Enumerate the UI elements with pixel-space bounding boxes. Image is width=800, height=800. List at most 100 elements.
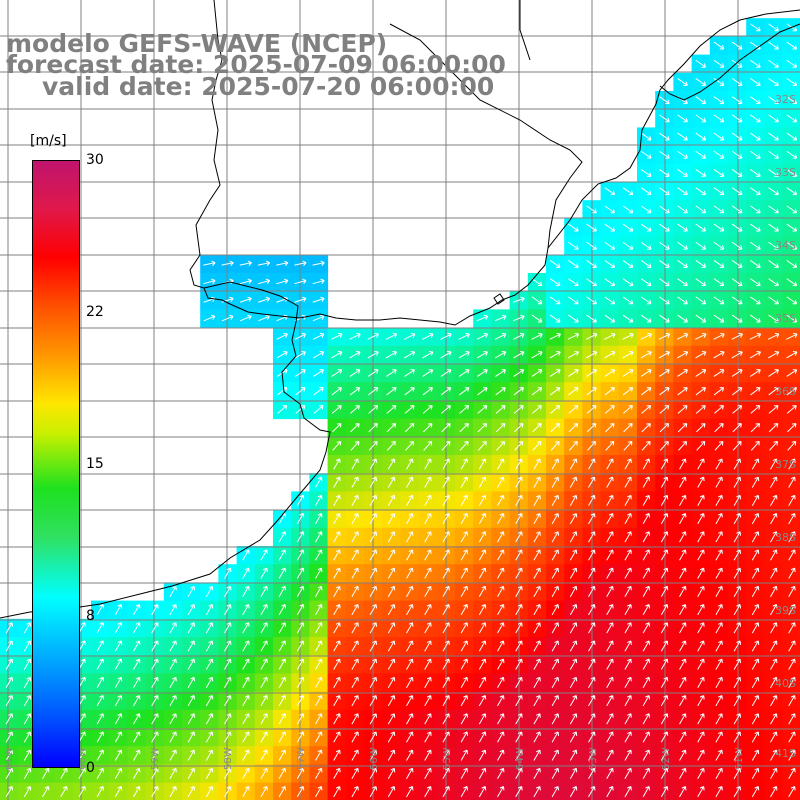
- wind-arrow: [369, 713, 378, 725]
- wind-arrow: [768, 23, 779, 32]
- wind-arrow: [369, 749, 378, 761]
- wind-arrow: [515, 585, 523, 597]
- wind-arrow: [768, 405, 779, 414]
- wind-arrow: [515, 767, 523, 779]
- wind-arrow: [296, 531, 305, 543]
- wind-arrow: [713, 223, 725, 232]
- wind-arrow: [679, 476, 687, 488]
- wind-arrow: [622, 187, 634, 196]
- wind-arrow: [333, 786, 341, 798]
- wind-arrow: [677, 405, 688, 414]
- wind-arrow: [205, 695, 214, 707]
- wind-arrow: [641, 387, 652, 396]
- wind-arrow: [315, 749, 323, 761]
- wind-arrow: [642, 786, 651, 798]
- wind-arrow: [551, 585, 560, 597]
- wind-arrow: [731, 41, 743, 50]
- wind-arrow: [513, 350, 525, 359]
- wind-arrow: [440, 387, 452, 396]
- wind-arrow: [677, 350, 689, 359]
- lat-label: 38S: [775, 531, 796, 544]
- wind-arrow: [296, 749, 305, 761]
- wind-arrow: [242, 658, 250, 670]
- wind-arrow: [151, 767, 159, 779]
- wind-arrow: [659, 114, 670, 123]
- wind-arrow: [533, 549, 541, 561]
- title-model: modelo GEFS-WAVE (NCEP): [6, 29, 388, 58]
- wind-arrow: [713, 296, 725, 305]
- wind-arrow: [604, 332, 616, 340]
- wind-arrow: [549, 350, 561, 359]
- wind-arrow: [458, 369, 470, 377]
- wind-arrow: [187, 749, 196, 761]
- wind-arrow: [295, 405, 306, 414]
- wind-arrow: [532, 422, 542, 433]
- wind-arrow: [731, 205, 743, 214]
- wind-arrow: [588, 767, 596, 779]
- wind-arrow: [749, 332, 762, 340]
- wind-arrow: [660, 531, 669, 543]
- wind-arrow: [604, 223, 616, 232]
- wind-arrow: [442, 476, 450, 488]
- wind-arrow: [533, 676, 541, 688]
- wind-arrow: [642, 622, 651, 634]
- wind-arrow: [276, 332, 288, 340]
- wind-arrow: [5, 640, 14, 652]
- wind-arrow: [751, 458, 760, 470]
- wind-arrow: [731, 114, 743, 123]
- wind-arrow: [424, 513, 432, 525]
- wind-arrow: [788, 513, 796, 525]
- wind-arrow: [786, 260, 798, 268]
- wind-arrow: [697, 549, 705, 561]
- wind-arrow: [750, 296, 761, 305]
- wind-arrow: [312, 260, 325, 266]
- wind-arrow: [768, 278, 779, 287]
- wind-arrow: [660, 458, 669, 470]
- wind-arrow: [114, 604, 123, 616]
- wind-arrow: [642, 676, 651, 688]
- wind-arrow: [169, 786, 177, 798]
- wind-arrow: [494, 314, 507, 322]
- wind-arrow: [788, 713, 796, 725]
- wind-arrow: [224, 731, 232, 743]
- wind-arrow: [751, 531, 760, 543]
- wind-arrow: [750, 223, 761, 232]
- wind-arrow: [751, 585, 760, 597]
- wind-arrow: [369, 585, 378, 597]
- wind-arrow: [588, 458, 596, 470]
- wind-arrow: [715, 622, 723, 634]
- wind-arrow: [640, 241, 652, 250]
- wind-arrow: [23, 676, 32, 688]
- wind-arrow: [770, 749, 778, 761]
- wind-arrow: [351, 494, 359, 506]
- wind-arrow: [768, 350, 780, 359]
- wind-arrow: [515, 731, 523, 743]
- wind-arrow: [478, 494, 487, 506]
- wind-arrow: [731, 369, 743, 377]
- wind-arrow: [476, 332, 489, 340]
- wind-arrow: [642, 513, 651, 525]
- wind-arrow: [333, 640, 341, 652]
- wind-arrow: [788, 731, 796, 743]
- wind-arrow: [406, 513, 414, 525]
- wind-arrow: [151, 695, 159, 707]
- wind-arrow: [151, 658, 159, 670]
- wind-arrow: [258, 296, 270, 303]
- wind-arrow: [642, 476, 651, 488]
- wind-arrow: [460, 695, 469, 707]
- wind-arrow: [659, 369, 670, 377]
- wind-arrow: [550, 387, 561, 396]
- wind-arrow: [751, 695, 760, 707]
- wind-arrow: [187, 585, 196, 597]
- wind-arrow: [404, 369, 415, 377]
- wind-arrow: [568, 405, 579, 414]
- wind-arrow: [187, 622, 196, 634]
- wind-arrow: [768, 296, 779, 305]
- wind-arrow: [622, 223, 634, 232]
- lat-label: 41S: [775, 747, 796, 760]
- wind-arrow: [478, 713, 487, 725]
- wind-arrow: [679, 731, 687, 743]
- wind-arrow: [569, 658, 578, 670]
- wind-arrow: [440, 332, 452, 340]
- wind-arrow: [551, 676, 560, 688]
